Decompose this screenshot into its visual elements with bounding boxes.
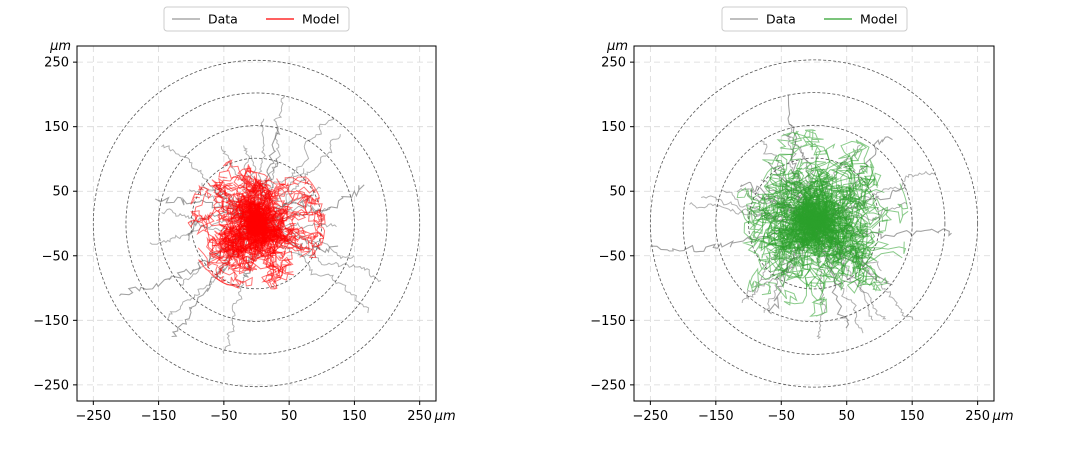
y-tick-label: 150	[44, 120, 69, 135]
model-track	[215, 184, 259, 225]
plot-area	[650, 94, 952, 340]
x-tick-label: 50	[838, 409, 855, 424]
model-track	[248, 176, 320, 225]
legend-box	[163, 6, 350, 32]
chart-panel-left: −250 −150 −50 50 150 250 μm25015050−50−150−250…	[33, 6, 456, 424]
model-track	[242, 200, 287, 244]
x-tick-label: 150	[342, 409, 367, 424]
model-track	[206, 207, 261, 260]
model-track	[256, 226, 295, 281]
model-track	[736, 179, 814, 226]
axes-frame	[633, 45, 995, 402]
model-track	[771, 154, 829, 221]
x-tick-label: −150	[698, 409, 734, 424]
y-tick-label: −50	[599, 249, 626, 264]
model-track	[762, 153, 843, 244]
legend-box	[721, 6, 908, 32]
y-tick-label: 50	[52, 185, 69, 200]
legend-label: Data	[766, 12, 796, 27]
y-unit-label: μm	[606, 39, 628, 54]
y-tick-label: −50	[42, 249, 69, 264]
x-tick-label: −250	[75, 409, 111, 424]
x-tick-label: 250	[965, 409, 990, 424]
model-track	[807, 228, 868, 291]
model-track	[803, 160, 856, 230]
model-track	[254, 177, 321, 224]
model-track	[218, 165, 276, 225]
model-track	[794, 202, 828, 247]
y-tick-label: −150	[590, 314, 626, 329]
y-tick-label: 250	[44, 56, 69, 71]
x-tick-label: −250	[633, 409, 669, 424]
legend-label: Model	[302, 12, 340, 27]
y-tick-label: 150	[601, 120, 626, 135]
y-tick-label: −250	[590, 378, 626, 393]
model-track	[812, 218, 867, 261]
y-tick-label: 250	[601, 56, 626, 71]
plot-area	[118, 95, 382, 354]
legend: Data Model	[721, 6, 908, 32]
y-tick-label: −250	[33, 378, 69, 393]
x-tick-label: 50	[281, 409, 298, 424]
reference-circle	[649, 59, 979, 388]
reference-circle	[190, 157, 323, 290]
model-track	[217, 212, 284, 236]
legend-label: Model	[860, 12, 898, 27]
axes-frame	[76, 45, 437, 402]
x-tick-label: 250	[407, 409, 432, 424]
reference-circle	[715, 124, 913, 323]
x-tick-label: −50	[210, 409, 237, 424]
reference-circle	[92, 59, 421, 388]
model-track	[236, 178, 289, 223]
x-tick-label: −50	[768, 409, 795, 424]
x-unit-label: μm	[992, 409, 1014, 424]
y-tick-label: −150	[33, 314, 69, 329]
model-track	[779, 217, 830, 274]
y-unit-label: μm	[49, 39, 71, 54]
model-track	[812, 184, 859, 233]
x-tick-label: −150	[141, 409, 177, 424]
reference-circle	[158, 125, 355, 322]
y-tick-label: 50	[609, 185, 626, 200]
model-track	[773, 179, 816, 233]
legend-label: Data	[208, 12, 238, 27]
model-track	[187, 216, 260, 246]
x-tick-label: 150	[900, 409, 925, 424]
reference-circle	[682, 92, 946, 355]
reference-circle	[125, 92, 388, 355]
legend: Data Model	[163, 6, 350, 32]
model-track	[247, 178, 286, 222]
x-unit-label: μm	[434, 409, 456, 424]
chart-panel-right: −250 −150 −50 50 150 250 μm25015050−50−150−250…	[590, 6, 1014, 424]
